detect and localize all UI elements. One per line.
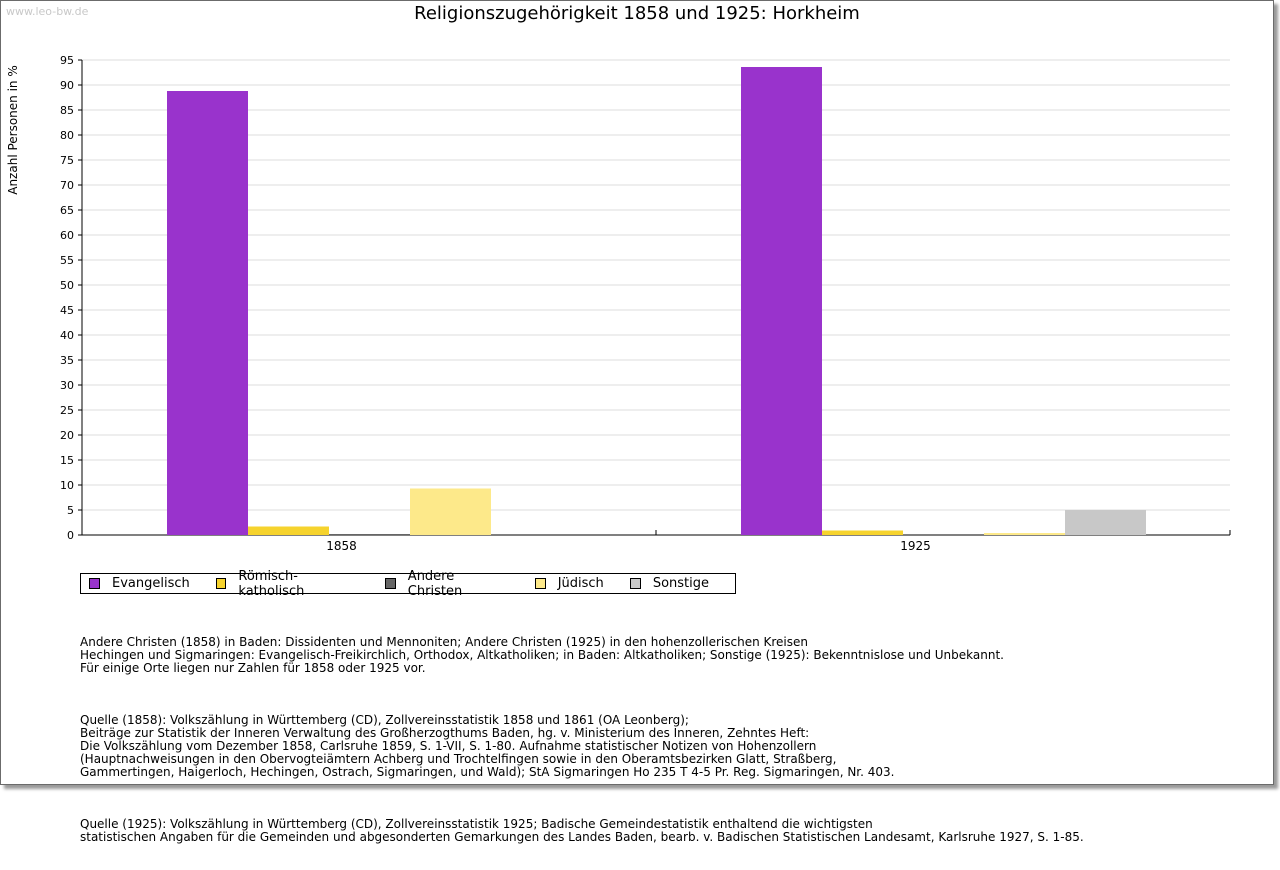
y-tick-label: 10 <box>60 479 74 492</box>
y-tick-label: 0 <box>67 529 74 542</box>
note-source-1858: Quelle (1858): Volkszählung in Württembe… <box>80 713 895 779</box>
y-tick-label: 35 <box>60 354 74 367</box>
bar-j-disch-1858 <box>410 488 491 535</box>
legend: Evangelisch Römisch-katholisch Andere Chri… <box>80 569 736 599</box>
y-tick-label: 95 <box>60 54 74 67</box>
bar-evangelisch-1925 <box>741 67 822 535</box>
note-source-1925: Quelle (1925): Volkszählung in Württembe… <box>80 817 1084 844</box>
legend-label: Jüdisch <box>557 576 604 591</box>
y-tick-label: 75 <box>60 154 74 167</box>
y-tick-label: 15 <box>60 454 74 467</box>
bar-r-misch-katholisch-1858 <box>248 526 329 535</box>
legend-swatch <box>385 578 396 589</box>
y-tick-label: 40 <box>60 329 74 342</box>
legend-label: Römisch-katholisch <box>238 568 305 599</box>
y-tick-label: 20 <box>60 429 74 442</box>
y-tick-label: 25 <box>60 404 74 417</box>
legend-item: Sonstige <box>629 576 709 591</box>
legend-swatch <box>89 578 100 589</box>
y-tick-label: 50 <box>60 279 74 292</box>
y-tick-label: 45 <box>60 304 74 317</box>
bar-sonstige-1925 <box>1065 510 1146 535</box>
chart-title: Religionszugehörigkeit 1858 und 1925: Ho… <box>414 3 860 24</box>
legend-swatch <box>629 578 641 589</box>
legend-swatch <box>215 578 227 589</box>
y-tick-label: 55 <box>60 254 74 267</box>
legend-label: Andere Christen <box>407 568 463 599</box>
note-definitions: Andere Christen (1858) in Baden: Disside… <box>80 635 1004 675</box>
legend-item: Evangelisch <box>89 576 190 591</box>
y-tick-label: 70 <box>60 179 74 192</box>
legend-label: Sonstige <box>652 576 709 591</box>
chart-plot: 0 5 10 15 20 25 30 35 40 45 50 55 60 65 70 75 80 85 90 95 18… <box>60 54 1231 553</box>
y-tick-label: 80 <box>60 129 74 142</box>
bar-andere-christen-1858 <box>329 534 410 535</box>
x-tick-label: 1858 <box>326 539 357 553</box>
y-tick-label: 30 <box>60 379 74 392</box>
legend-label: Evangelisch <box>112 576 190 591</box>
bar-j-disch-1925 <box>984 533 1065 535</box>
x-tick-label: 1925 <box>900 539 931 553</box>
legend-swatch <box>534 578 546 589</box>
notes: Andere Christen (1858) in Baden: Disside… <box>80 610 1084 870</box>
y-tick-label: 90 <box>60 79 74 92</box>
legend-item: Jüdisch <box>534 576 604 591</box>
legend-item: Römisch-katholisch <box>215 568 359 599</box>
y-tick-label: 5 <box>67 504 74 517</box>
legend-item: Andere Christen <box>385 569 509 599</box>
watermark: www.leo-bw.de <box>6 5 89 18</box>
bar-r-misch-katholisch-1925 <box>822 530 903 535</box>
y-tick-label: 85 <box>60 104 74 117</box>
y-tick-label: 65 <box>60 204 74 217</box>
bar-evangelisch-1858 <box>167 91 248 535</box>
y-tick-label: 60 <box>60 229 74 242</box>
